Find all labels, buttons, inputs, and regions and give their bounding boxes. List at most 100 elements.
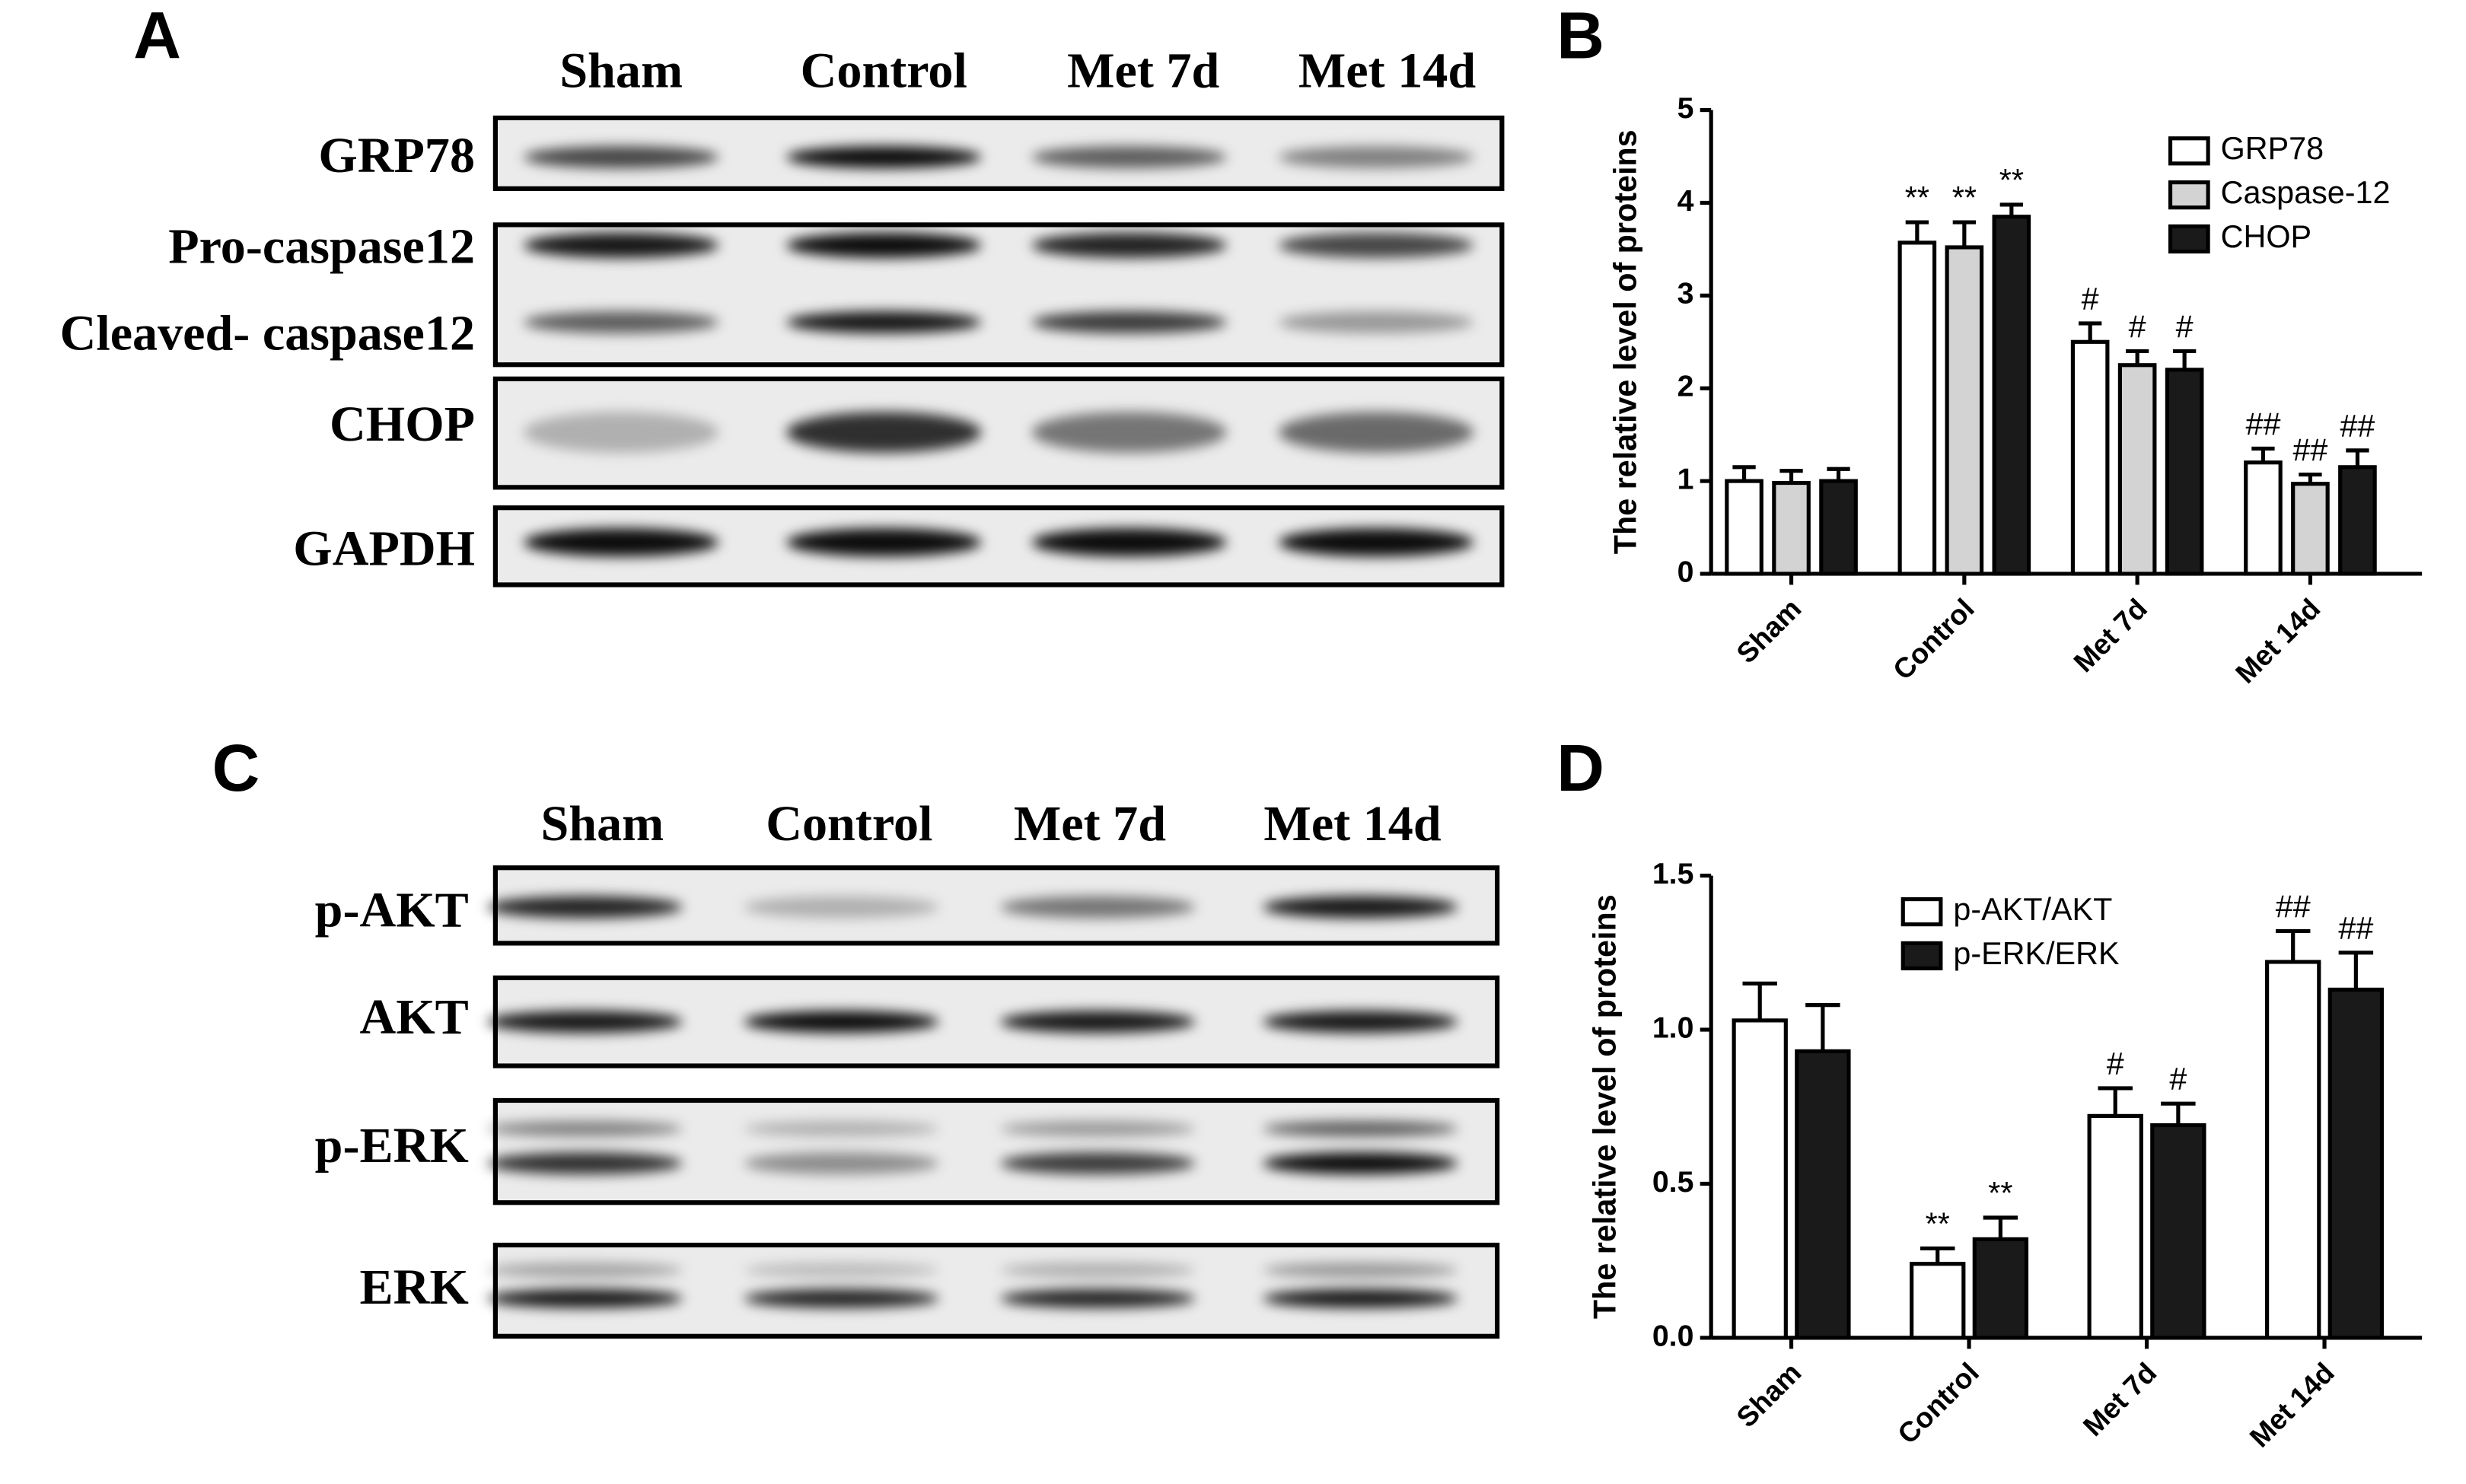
legend-swatch <box>2168 224 2210 254</box>
bar <box>2070 339 2110 576</box>
blot-band <box>1263 1262 1458 1279</box>
blot-band <box>744 1120 939 1137</box>
significance-label: ## <box>2340 409 2375 444</box>
blot-band <box>786 412 982 453</box>
lane-label: Met 14d <box>1298 43 1476 98</box>
y-tick-label: 1 <box>1677 462 1694 495</box>
y-tick-label: 5 <box>1677 91 1694 125</box>
significance-label: # <box>2176 309 2194 344</box>
row-label: p-ERK <box>315 1118 469 1174</box>
lane-label: Control <box>801 43 967 98</box>
blot-band <box>487 1262 683 1279</box>
significance-label: # <box>2129 309 2146 344</box>
bar <box>1945 245 1984 576</box>
significance-label: # <box>2082 282 2099 317</box>
blot-frame <box>492 222 1505 368</box>
blot-band <box>1278 412 1474 453</box>
bar <box>2117 363 2157 576</box>
legend-label: p-ERK/ERK <box>1953 936 2120 971</box>
significance-label: ## <box>2338 911 2373 946</box>
blot-band <box>786 311 982 333</box>
blot-band <box>1000 1120 1196 1137</box>
blot-band <box>1000 1262 1196 1279</box>
significance-label: ** <box>1988 1176 2012 1211</box>
bar <box>1725 479 1763 576</box>
y-tick-label: 2 <box>1677 370 1694 403</box>
legend-label: Caspase-12 <box>2221 175 2391 210</box>
row-label: AKT <box>359 989 468 1045</box>
legend-swatch <box>2168 180 2210 210</box>
blot-band <box>1263 896 1458 919</box>
lane-label: Met 7d <box>1067 43 1219 98</box>
x-tick-label: Met 7d <box>2076 1356 2162 1442</box>
significance-label: ** <box>1926 1206 1950 1241</box>
blot-frame <box>492 376 1505 490</box>
blot-band <box>1278 528 1474 557</box>
y-tick-label: 1.5 <box>1652 857 1694 890</box>
legend-swatch <box>1900 941 1943 971</box>
row-label: GAPDH <box>293 521 475 576</box>
significance-label: ## <box>2276 889 2311 924</box>
bar <box>2165 368 2204 576</box>
blot-band <box>744 1288 939 1308</box>
y-tick-label: 1.0 <box>1652 1011 1694 1044</box>
legend-label: p-AKT/AKT <box>1953 892 2112 927</box>
bar <box>1732 1018 1788 1340</box>
y-tick-label: 4 <box>1677 184 1694 218</box>
bar <box>1972 1237 2029 1340</box>
bar <box>1772 480 1811 576</box>
blot-band <box>1278 146 1474 169</box>
y-tick-label: 3 <box>1677 277 1694 310</box>
blot-frame <box>492 115 1505 191</box>
blot-band <box>524 232 719 258</box>
x-tick-label: Met 14d <box>2229 592 2327 689</box>
panel-letter: D <box>1556 731 1604 805</box>
significance-label: ## <box>2292 433 2327 468</box>
y-axis-label: The relative level of proteins <box>1608 129 1643 554</box>
blot-band <box>1278 232 1474 258</box>
lane-label: Met 14d <box>1263 796 1441 852</box>
bar <box>1795 1049 1851 1340</box>
x-tick-label: Met 14d <box>2243 1356 2340 1454</box>
x-tick-label: Sham <box>1730 1356 1807 1433</box>
bar <box>2087 1113 2143 1340</box>
blot-band <box>1000 1288 1196 1308</box>
bar <box>1992 215 2031 576</box>
bar <box>2265 960 2321 1340</box>
blot-band <box>1263 1288 1458 1308</box>
blot-band <box>744 896 939 919</box>
blot-band <box>744 1262 939 1279</box>
x-tick-label: Sham <box>1730 592 1807 669</box>
bar <box>2338 465 2377 576</box>
bar <box>1897 240 1937 576</box>
blot-frame <box>492 975 1500 1068</box>
blot-band <box>1031 311 1227 333</box>
x-tick-label: Control <box>1891 1356 1985 1450</box>
bar <box>1910 1262 1966 1340</box>
legend-label: GRP78 <box>2221 131 2324 166</box>
row-label: ERK <box>359 1259 468 1315</box>
bar <box>2291 482 2330 576</box>
blot-band <box>786 232 982 258</box>
blot-band <box>487 1011 683 1033</box>
row-label: Pro-caspase12 <box>168 219 475 275</box>
y-tick-label: 0.0 <box>1652 1319 1694 1352</box>
panel-letter: C <box>212 731 260 805</box>
x-tick-label: Met 7d <box>2067 592 2153 678</box>
significance-label: # <box>2107 1046 2124 1081</box>
legend-label: CHOP <box>2221 219 2311 254</box>
blot-band <box>524 528 719 557</box>
blot-frame <box>492 1242 1500 1339</box>
panel-letter: B <box>1556 0 1604 73</box>
blot-band <box>487 1152 683 1175</box>
significance-label: ** <box>1952 180 1977 215</box>
x-tick-label: Control <box>1887 592 1980 686</box>
blot-band <box>786 146 982 169</box>
blot-band <box>524 146 719 169</box>
blot-band <box>744 1152 939 1175</box>
blot-band <box>1000 896 1196 919</box>
lane-label: Sham <box>559 43 683 98</box>
blot-band <box>1000 1152 1196 1175</box>
